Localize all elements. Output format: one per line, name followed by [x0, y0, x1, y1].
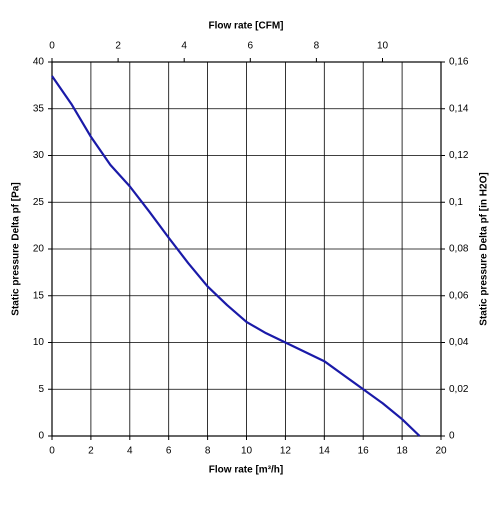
- y-tick-label: 10: [33, 337, 45, 348]
- x-tick-label: 10: [241, 446, 253, 457]
- y-axis-label: Static pressure Delta pf [Pa]: [11, 182, 22, 315]
- x2-tick-label: 8: [314, 41, 320, 52]
- y2-tick-label: 0,12: [449, 150, 469, 161]
- y-tick-label: 30: [33, 150, 45, 161]
- y-tick-label: 0: [38, 431, 44, 442]
- y-tick-label: 20: [33, 244, 45, 255]
- y2-tick-label: 0,08: [449, 244, 469, 255]
- y-tick-label: 5: [38, 384, 44, 395]
- x-tick-label: 20: [435, 446, 447, 457]
- x2-tick-label: 4: [181, 41, 187, 52]
- y2-tick-label: 0,04: [449, 337, 469, 348]
- x2-tick-label: 0: [49, 41, 55, 52]
- y2-axis-label: Static pressure Delta pf [in H2O]: [479, 172, 490, 325]
- x-tick-label: 16: [358, 446, 370, 457]
- x2-tick-label: 6: [248, 41, 254, 52]
- x2-tick-label: 2: [115, 41, 121, 52]
- data-line: [51, 75, 421, 437]
- y2-tick-label: 0,02: [449, 384, 469, 395]
- y-tick-label: 40: [33, 57, 45, 68]
- x-tick-label: 12: [280, 446, 292, 457]
- x-tick-label: 14: [319, 446, 331, 457]
- x-tick-label: 6: [166, 446, 172, 457]
- y2-tick-label: 0,1: [449, 197, 463, 208]
- x-axis-label: Flow rate [m³/h]: [209, 465, 283, 476]
- y2-tick-label: 0,06: [449, 290, 469, 301]
- x-tick-label: 18: [397, 446, 409, 457]
- y2-tick-label: 0,14: [449, 103, 469, 114]
- x-tick-label: 2: [88, 446, 94, 457]
- x-tick-label: 0: [49, 446, 55, 457]
- x-tick-label: 8: [205, 446, 211, 457]
- x2-tick-label: 10: [377, 41, 389, 52]
- x2-axis-label: Flow rate [CFM]: [209, 21, 284, 32]
- y2-tick-label: 0,16: [449, 57, 469, 68]
- x-tick-label: 4: [127, 446, 133, 457]
- y-tick-label: 35: [33, 103, 45, 114]
- y-tick-label: 15: [33, 290, 45, 301]
- y-tick-label: 25: [33, 197, 45, 208]
- y2-tick-label: 0: [449, 431, 455, 442]
